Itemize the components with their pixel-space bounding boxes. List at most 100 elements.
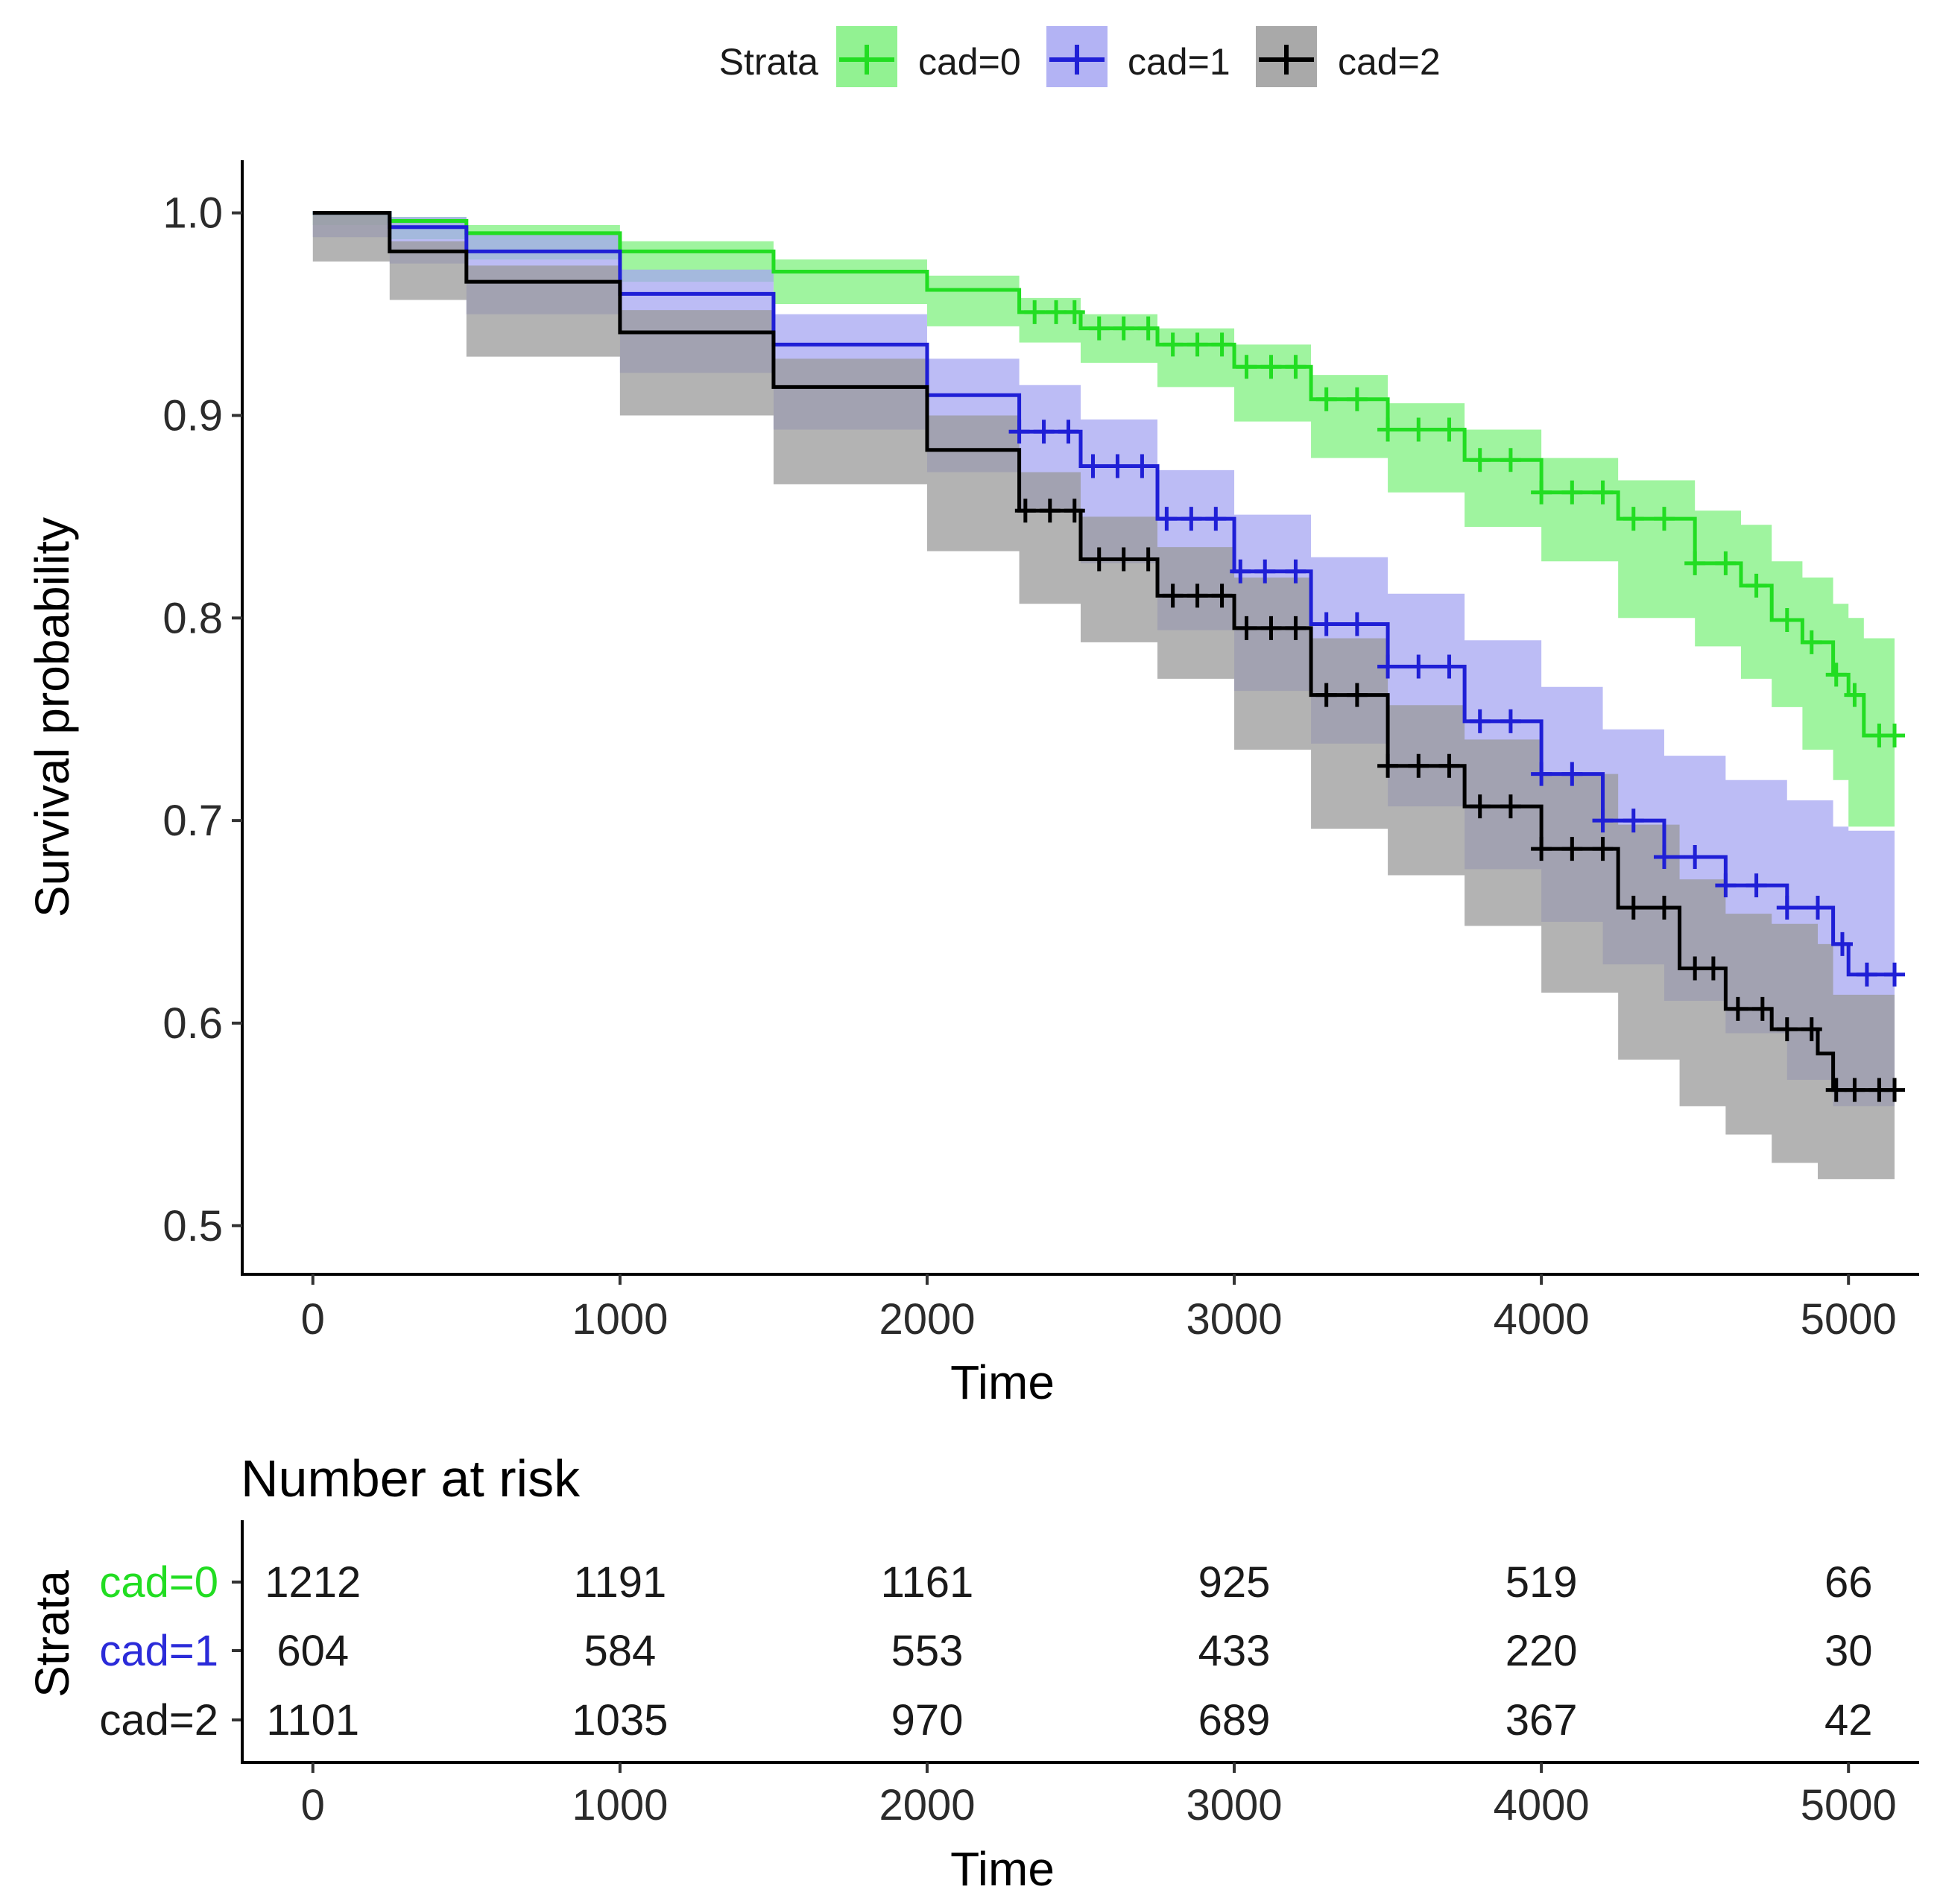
censor-mark-cad0 xyxy=(1469,448,1491,472)
censor-mark-cad0 xyxy=(1561,480,1583,505)
x-tick-label: 1000 xyxy=(572,1295,668,1344)
censor-mark-cad1 xyxy=(1285,559,1307,583)
risk-count: 519 xyxy=(1505,1558,1578,1607)
risk-x-tick-label: 1000 xyxy=(572,1781,668,1829)
censor-mark-cad2 xyxy=(1162,583,1184,608)
legend-label: cad=2 xyxy=(1338,41,1441,83)
censor-mark-cad0 xyxy=(1745,573,1767,598)
censor-mark-cad2 xyxy=(1469,794,1491,819)
risk-x-axis-title: Time xyxy=(950,1842,1055,1896)
curve-cad0 xyxy=(312,211,1895,738)
censor-mark-cad1 xyxy=(1776,896,1798,920)
censor-mark-cad2 xyxy=(1438,753,1460,778)
y-tick-label: 0.5 xyxy=(162,1202,223,1250)
censor-mark-cad2 xyxy=(1727,996,1748,1021)
y-tick-label: 0.7 xyxy=(162,797,223,845)
risk-count: 367 xyxy=(1505,1696,1578,1745)
censor-mark-cad2 xyxy=(1751,996,1773,1021)
censor-mark-cad0 xyxy=(1844,683,1865,707)
censor-mark-cad1 xyxy=(1500,709,1521,733)
legend-label: cad=1 xyxy=(1128,41,1230,83)
risk-count: 584 xyxy=(584,1627,656,1675)
censor-mark-cad2 xyxy=(1776,1017,1798,1042)
y-tick-label: 0.8 xyxy=(162,594,223,642)
censor-mark-cad2 xyxy=(1260,616,1282,640)
censor-mark-cad0 xyxy=(1715,551,1737,575)
censor-mark-cad0 xyxy=(1531,480,1552,505)
risk-x-tick-label: 5000 xyxy=(1801,1781,1897,1829)
band-cad2 xyxy=(312,212,1895,1180)
legend-label: cad=0 xyxy=(918,41,1021,83)
censor-mark-cad2 xyxy=(1346,683,1368,707)
censor-mark-cad1 xyxy=(1230,559,1251,583)
censor-mark-cad1 xyxy=(1592,809,1614,833)
risk-count: 553 xyxy=(891,1627,964,1675)
censor-mark-cad1 xyxy=(1623,809,1644,833)
censor-mark-cad2 xyxy=(1623,896,1644,920)
censor-mark-cad1 xyxy=(1653,845,1675,870)
censor-mark-cad0 xyxy=(1187,332,1208,357)
curve-cad2 xyxy=(312,211,1895,1092)
censor-mark-cad1 xyxy=(1561,762,1583,786)
censor-mark-cad0 xyxy=(1653,507,1675,531)
legend-line xyxy=(839,45,894,75)
censor-marks xyxy=(1008,300,1906,1102)
censor-mark-cad1 xyxy=(1469,709,1491,733)
censor-mark-cad0 xyxy=(1088,316,1110,341)
censor-mark-cad2 xyxy=(1088,547,1110,572)
risk-count: 220 xyxy=(1505,1627,1578,1675)
censor-mark-cad2 xyxy=(1561,837,1583,861)
censor-mark-cad1 xyxy=(1058,420,1079,444)
y-tick-label: 0.9 xyxy=(162,391,223,440)
censor-mark-cad0 xyxy=(1776,608,1798,633)
x-tick-label: 2000 xyxy=(879,1295,975,1344)
risk-table: Number at risk cad=0 1212 1191 1161 925 519 66 c… xyxy=(25,1449,1919,1896)
x-tick-label: 4000 xyxy=(1494,1295,1590,1344)
risk-count: 689 xyxy=(1198,1696,1271,1745)
censor-mark-cad0 xyxy=(1884,723,1906,747)
censor-mark-cad2 xyxy=(1113,547,1134,572)
band-cad0 xyxy=(312,212,1895,827)
censor-mark-cad1 xyxy=(1131,454,1153,478)
censor-mark-cad0 xyxy=(1046,300,1067,324)
risk-count: 1101 xyxy=(266,1696,359,1745)
censor-mark-cad0 xyxy=(1137,316,1159,341)
censor-mark-cad1 xyxy=(1346,612,1368,636)
censor-mark-cad1 xyxy=(1033,420,1055,444)
legend-line xyxy=(1049,45,1105,75)
legend-line xyxy=(1259,45,1314,75)
censor-mark-cad1 xyxy=(1807,896,1829,920)
censor-mark-cad1 xyxy=(1107,454,1128,478)
risk-count: 604 xyxy=(277,1627,349,1675)
y-tick-label: 1.0 xyxy=(162,189,223,238)
censor-mark-cad1 xyxy=(1254,559,1276,583)
censor-mark-cad2 xyxy=(1825,1078,1847,1102)
censor-mark-cad0 xyxy=(1500,448,1521,472)
censor-mark-cad2 xyxy=(1653,896,1675,920)
censor-mark-cad2 xyxy=(1064,499,1085,523)
censor-mark-cad0 xyxy=(1315,387,1337,411)
censor-mark-cad2 xyxy=(1884,1078,1906,1102)
censor-mark-cad0 xyxy=(1113,316,1134,341)
risk-y-axis-title: Strata xyxy=(25,1570,79,1698)
censor-mark-cad1 xyxy=(1684,845,1706,870)
y-axis-title: Survival probability xyxy=(25,517,79,917)
axis-lines xyxy=(241,160,1919,1276)
risk-count: 1161 xyxy=(881,1558,974,1607)
censor-mark-cad1 xyxy=(1377,654,1399,679)
censor-mark-cad1 xyxy=(1831,932,1853,956)
risk-x-tick-label: 0 xyxy=(301,1781,325,1829)
x-tick-label: 0 xyxy=(301,1295,325,1344)
censor-mark-cad0 xyxy=(1162,332,1184,357)
censor-mark-cad1 xyxy=(1438,654,1460,679)
censor-mark-cad1 xyxy=(1181,507,1202,531)
risk-count: 970 xyxy=(891,1696,964,1745)
censor-mark-cad2 xyxy=(1801,1017,1822,1042)
x-tick-label: 5000 xyxy=(1801,1295,1897,1344)
risk-count: 66 xyxy=(1824,1558,1873,1607)
censor-mark-cad1 xyxy=(1008,420,1030,444)
censor-mark-cad2 xyxy=(1377,753,1399,778)
risk-count: 30 xyxy=(1824,1627,1873,1675)
censor-mark-cad0 xyxy=(1377,417,1399,442)
